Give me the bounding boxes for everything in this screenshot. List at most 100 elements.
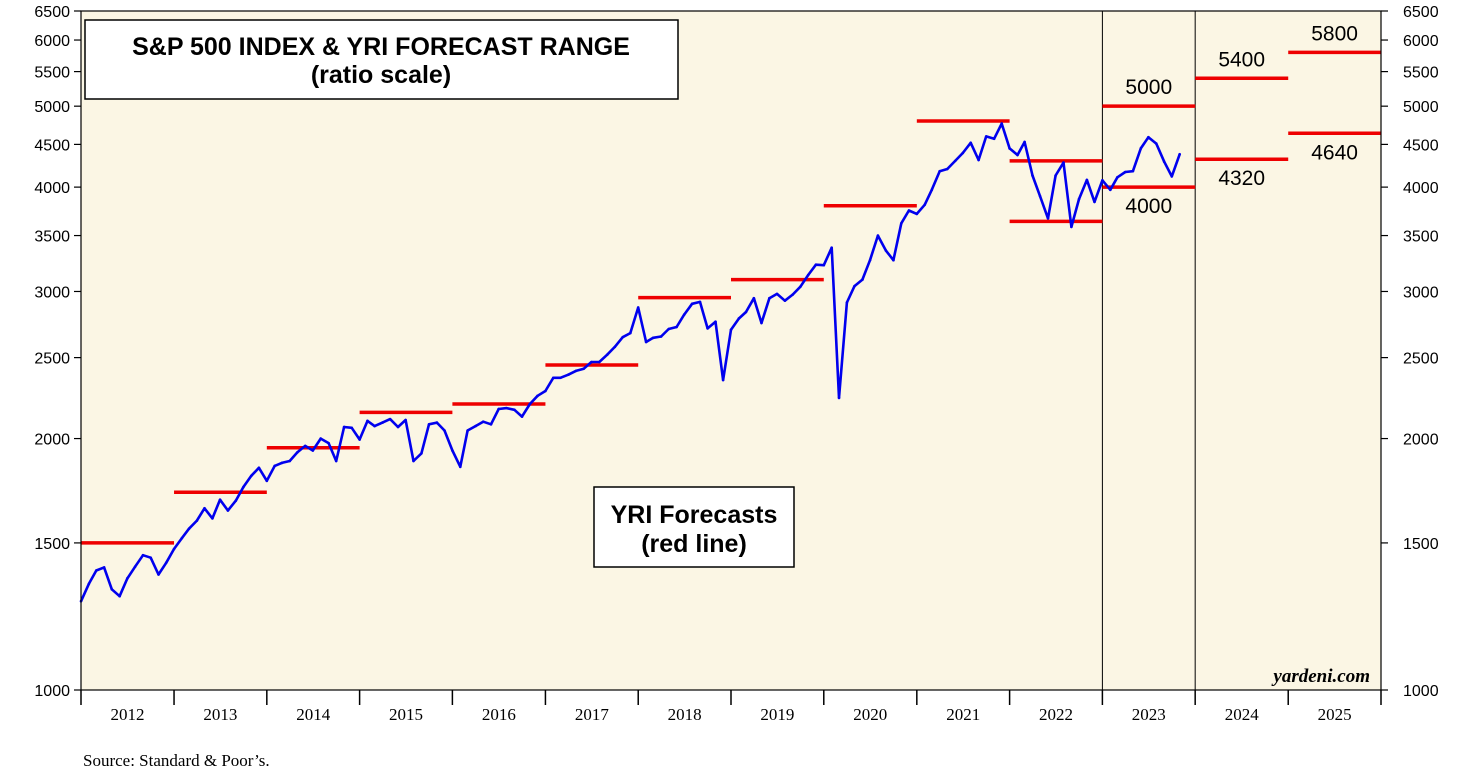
sp500-data-point — [451, 449, 454, 452]
sp500-data-point — [474, 424, 477, 428]
sp500-data-point — [567, 373, 570, 376]
sp500-data-point — [853, 284, 856, 288]
y-tick-label-left: 4000 — [34, 180, 70, 197]
y-tick-label-left: 2500 — [34, 351, 70, 368]
forecast-value-label: 4000 — [1125, 195, 1172, 218]
sp500-data-point — [1085, 178, 1089, 182]
y-axis-ticks: 1000 1000 1500 1500 2000 2000 2500 2500 3000 3000… — [34, 4, 1438, 700]
sp500-data-point — [242, 485, 245, 489]
sp500-data-point — [1016, 153, 1019, 157]
sp500-data-point — [187, 527, 191, 530]
sp500-data-point — [621, 335, 625, 339]
sp500-data-point — [659, 335, 663, 338]
sp500-data-point — [435, 421, 439, 424]
sp500-data-point — [149, 556, 152, 560]
sp500-data-point — [110, 587, 114, 591]
sp500-data-point — [87, 582, 91, 586]
sp500-data-point — [1101, 178, 1104, 182]
y-tick-label-left: 4500 — [34, 137, 70, 154]
sp500-data-point — [1178, 152, 1181, 156]
x-tick-label: 2017 — [575, 705, 610, 724]
sp500-data-point — [381, 421, 384, 424]
sp500-data-point — [977, 158, 980, 162]
sp500-data-point — [737, 317, 741, 320]
sp500-data-point — [1162, 160, 1166, 164]
title-box: S&P 500 INDEX & YRI FORECAST RANGE (rati… — [84, 19, 679, 100]
sp500-data-point — [118, 594, 121, 598]
sp500-data-point — [544, 389, 547, 393]
sp500-data-point — [690, 302, 694, 306]
x-tick-label: 2021 — [946, 705, 980, 724]
sp500-data-point — [412, 459, 415, 463]
y-tick-label-left: 1500 — [34, 536, 70, 553]
sp500-data-point — [946, 167, 949, 171]
x-tick-label: 2015 — [389, 705, 423, 724]
forecast-value-label: 5800 — [1311, 22, 1358, 45]
sp500-data-point — [992, 137, 996, 141]
y-tick-label-right: 5500 — [1403, 65, 1439, 82]
sp500-data-point — [837, 396, 841, 400]
sp500-data-point — [102, 566, 106, 569]
plot-frame — [80, 10, 1382, 691]
sp500-data-point — [1008, 147, 1011, 150]
sp500-data-point — [1038, 195, 1042, 198]
series-group — [79, 122, 1181, 603]
sp500-data-point — [1170, 175, 1174, 178]
sp500-data-point — [775, 292, 779, 296]
sp500-data-point — [273, 464, 277, 468]
sp500-data-point — [760, 321, 763, 325]
sp500-data-point — [1054, 174, 1057, 177]
sp500-data-point — [513, 408, 516, 412]
sp500-data-point — [141, 553, 145, 557]
sp500-data-point — [1000, 122, 1004, 125]
sp500-data-point — [799, 285, 802, 288]
sp500-data-point — [814, 263, 818, 266]
sp500-data-point — [729, 328, 733, 331]
sp500-data-point — [682, 313, 686, 316]
y-tick-label-right: 1000 — [1403, 683, 1439, 700]
sp500-data-point — [961, 151, 965, 155]
sp500-data-point — [651, 336, 655, 340]
sp500-data-point — [698, 300, 702, 304]
y-tick-label-left: 3000 — [34, 284, 70, 301]
x-tick-label: 2020 — [853, 705, 887, 724]
sp500-data-point — [923, 203, 927, 207]
sp500-data-point — [520, 415, 524, 418]
forecast-value-label: 5400 — [1218, 48, 1265, 71]
sp500-data-point — [1046, 217, 1050, 220]
x-tick-label: 2013 — [203, 705, 237, 724]
sp500-data-point — [1062, 161, 1065, 164]
x-tick-label: 2018 — [668, 705, 702, 724]
y-tick-label-left: 5500 — [34, 65, 70, 82]
sp500-data-point — [1123, 170, 1127, 174]
sp500-data-point — [590, 360, 593, 364]
sp500-data-point — [404, 418, 407, 422]
sp500-data-point — [303, 444, 307, 448]
sp500-data-point — [327, 441, 330, 445]
y-tick-label-right: 3000 — [1403, 284, 1439, 301]
sp500-data-point — [427, 423, 431, 426]
sp500-data-point — [768, 296, 771, 300]
sp500-data-point — [1116, 175, 1119, 179]
x-tick-label: 2012 — [111, 705, 145, 724]
sp500-data-point — [559, 376, 562, 380]
sp500-data-point — [884, 249, 888, 252]
sp500-data-point — [133, 565, 137, 568]
sp500-data-point — [1147, 135, 1150, 139]
x-tick-label: 2023 — [1132, 705, 1166, 724]
source-note: Source: Standard & Poor’s. — [83, 751, 270, 770]
sp500-data-point — [396, 425, 400, 429]
sp500-data-point — [466, 429, 469, 432]
y-tick-label-right: 4000 — [1403, 180, 1439, 197]
sp500-data-point — [930, 188, 934, 192]
sp500-data-point — [481, 420, 485, 424]
sp500-data-point — [1108, 188, 1112, 192]
sp500-data-point — [1131, 169, 1135, 173]
sp500-data-point — [900, 222, 903, 225]
sp500-data-point — [907, 209, 911, 212]
sp500-data-point — [667, 327, 671, 331]
sp500-data-point — [876, 234, 880, 237]
forecast-value-label: 5000 — [1125, 76, 1172, 99]
sp500-data-point — [373, 424, 376, 428]
y-tick-label-right: 6500 — [1403, 4, 1439, 21]
